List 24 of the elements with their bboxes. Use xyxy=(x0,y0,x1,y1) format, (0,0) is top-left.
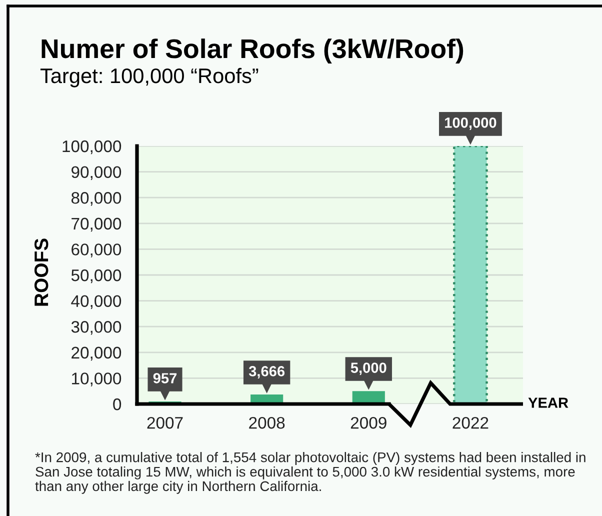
y-tick-label: 90,000 xyxy=(72,166,122,180)
y-tick-label: 100,000 xyxy=(62,140,122,154)
y-tick-label: 80,000 xyxy=(71,192,122,206)
y-tick-label: 60,000 xyxy=(72,244,122,258)
y-tick-label: 0 xyxy=(113,398,122,410)
x-tick-label: 2022 xyxy=(452,416,488,429)
text: *In 2009, a cumulative total of 1,554 solar photovoltaic (PV) systems had been installed in San Jose totaling 15 MW, which is equivalent to 5,000 3.0 kW residential systems, more than any other large city in Northern California. xyxy=(35,452,586,494)
data-label: 5,000 xyxy=(350,362,386,376)
y-tick-label: 10,000 xyxy=(72,372,122,386)
chart-subtitle: Target: 100,000 “Roofs” xyxy=(40,68,258,88)
y-axis-title: ROOFS xyxy=(34,238,48,306)
data-label: 957 xyxy=(153,373,177,384)
y-tick-label: 20,000 xyxy=(72,346,122,361)
x-tick-label: 2008 xyxy=(249,416,285,429)
chart-title: Numer of Solar Roofs (3kW/Roof) xyxy=(42,38,464,64)
x-tick-label: 2009 xyxy=(350,416,386,429)
y-tick-label: 70,000 xyxy=(72,218,122,232)
data-label: 100,000 xyxy=(445,118,496,130)
data-label: 3,666 xyxy=(248,366,285,378)
x-axis-title: YEAR xyxy=(528,398,568,408)
x-tick-label: 2007 xyxy=(147,416,183,429)
y-tick-label: 30,000 xyxy=(71,321,122,335)
y-tick-label: 40,000 xyxy=(71,295,122,309)
y-tick-label: 50,000 xyxy=(71,269,122,284)
